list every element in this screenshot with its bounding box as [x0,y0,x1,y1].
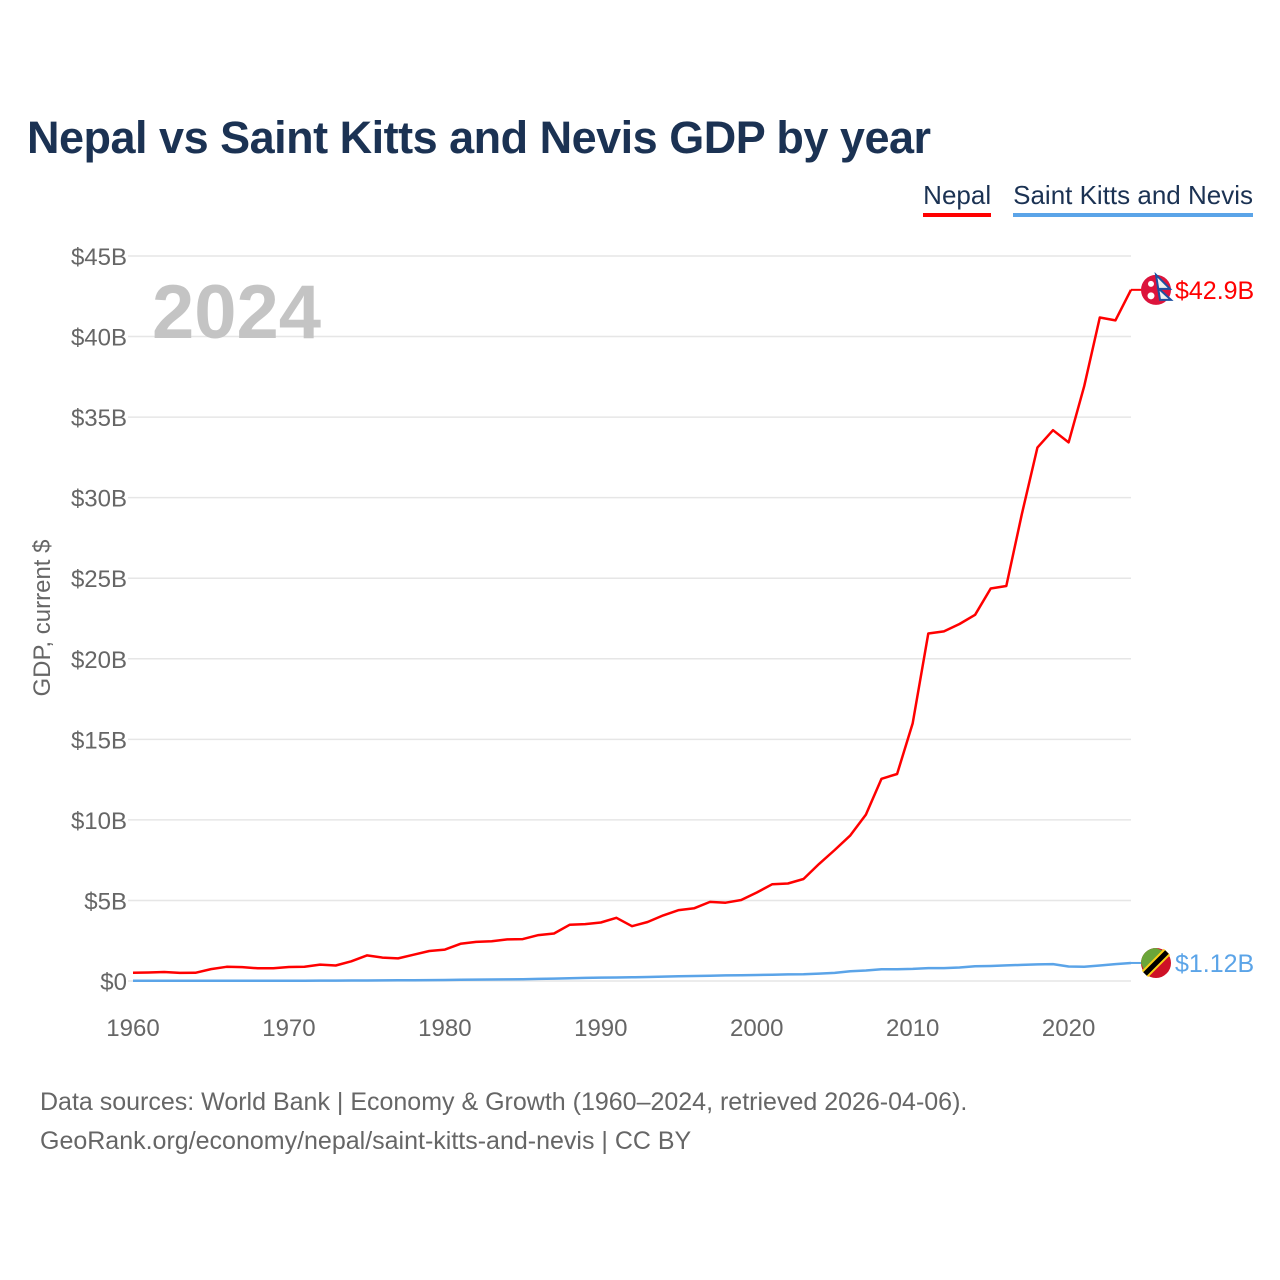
y-tick-label: $40B [71,325,127,352]
legend-item-nepal[interactable]: Nepal [923,180,992,217]
x-tick-label: 2010 [886,1015,939,1042]
end-value-label: $42.9B [1175,277,1254,305]
series-line-saint-kitts-and-nevis [133,961,1132,983]
y-tick-label: $30B [71,486,127,513]
nepal-flag-sun [1147,292,1155,300]
nepal-flag-moon [1148,280,1154,287]
y-axis-label: GDP, current $ [29,540,56,697]
y-tick-label: $35B [71,405,127,432]
y-tick-label: $20B [71,647,127,674]
end-value-label: $1.12B [1175,950,1254,978]
y-tick-label: $0 [100,969,127,996]
legend: Nepal Saint Kitts and Nevis [923,180,1253,217]
series-line-nepal [132,289,1133,975]
saint-kitts-flag-black [1143,950,1169,976]
footer: Data sources: World Bank | Economy & Gro… [40,1083,967,1161]
x-tick-label: 1980 [418,1015,471,1042]
x-tick-label: 1990 [574,1015,627,1042]
y-tick-label: $15B [71,727,127,754]
y-tick-label: $10B [71,808,127,835]
x-tick-label: 2000 [730,1015,783,1042]
x-tick-label: 2020 [1042,1015,1095,1042]
footer-link[interactable]: GeoRank.org/economy/nepal/saint-kitts-an… [40,1127,692,1155]
nepal-flag-pennant [1154,271,1174,301]
x-tick-label: 1960 [106,1015,159,1042]
year-label: 2024 [152,270,321,355]
legend-item-saint-kitts-and-nevis[interactable]: Saint Kitts and Nevis [1013,180,1253,217]
footer-sources: Data sources: World Bank | Economy & Gro… [40,1088,968,1116]
y-tick-label: $5B [84,888,127,915]
x-tick-label: 1970 [262,1015,315,1042]
chart-title: Nepal vs Saint Kitts and Nevis GDP by ye… [27,112,931,163]
y-tick-label: $25B [71,566,127,593]
y-tick-label: $45B [71,244,127,271]
